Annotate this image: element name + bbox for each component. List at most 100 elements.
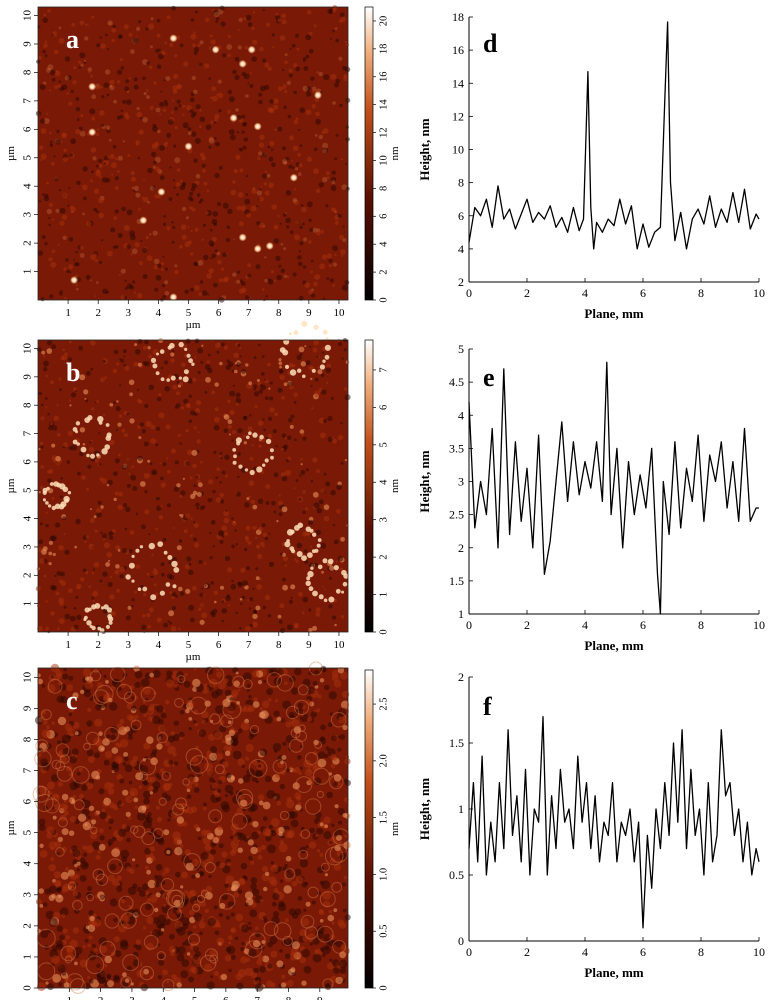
x-tick-label: 4 xyxy=(156,307,162,319)
y-ticks-c: 0 1 2 3 4 5 6 7 8 9 10 xyxy=(22,671,38,991)
afm-ring xyxy=(279,320,331,379)
colorbar-tick-label: 4 xyxy=(378,241,389,247)
colorbar-label: nm xyxy=(389,146,401,161)
colorbar-tick-label: 2.0 xyxy=(378,754,389,767)
colorbar-tick-label: 2 xyxy=(378,269,389,274)
afm-frame-b xyxy=(37,339,349,633)
afm-ring xyxy=(284,522,322,561)
colorbar-tick-label: 4 xyxy=(378,479,389,485)
y-tick-label: 8 xyxy=(22,736,34,742)
x-tick-label: 3 xyxy=(126,307,132,319)
afm-ring xyxy=(125,541,180,601)
afm-ring xyxy=(305,558,349,603)
y-tick-label: 3 xyxy=(22,892,34,898)
x-tick-label: 8 xyxy=(698,945,704,959)
x-tick-label: 5 xyxy=(192,995,198,1000)
y-tick-label: 1 xyxy=(22,269,34,275)
x-axis-label: µm xyxy=(186,319,201,331)
colorbar-tick-label: 8 xyxy=(378,186,389,191)
x-tick-label: 6 xyxy=(223,995,229,1000)
afm-image-a xyxy=(38,7,348,300)
afm-peak xyxy=(169,293,178,302)
y-tick-label: 0 xyxy=(22,985,34,991)
colorbar-c: 0 0.5 1.0 1.5 2.0 2.5 nm xyxy=(364,669,401,991)
x-tick-label: 8 xyxy=(698,286,704,300)
y-tick-label: 1 xyxy=(458,802,464,816)
y-tick-label: 5 xyxy=(22,487,34,493)
colorbar-a: 0 2 4 6 8 10 12 14 16 18 20 nm xyxy=(364,6,401,303)
x-tick-label: 10 xyxy=(333,307,345,319)
y-tick-label: 1 xyxy=(22,954,34,960)
y-tick-label: 6 xyxy=(22,798,34,804)
x-ticks-f: 0 2 4 6 8 10 xyxy=(466,937,765,959)
x-tick-label: 2 xyxy=(95,639,101,651)
colorbar-tick-label: 20 xyxy=(378,16,389,27)
panel-label: b xyxy=(66,358,80,387)
afm-ring xyxy=(232,431,274,476)
x-tick-label: 8 xyxy=(276,307,282,319)
x-axis-label: Plane, mm xyxy=(584,638,643,653)
y-axis-label: Height, nm xyxy=(417,118,432,180)
y-ticks-b: 1 2 3 4 5 6 7 8 9 10 xyxy=(22,343,38,607)
y-tick-label: 2 xyxy=(458,670,464,684)
x-tick-label: 5 xyxy=(186,639,192,651)
y-tick-label: 5 xyxy=(458,342,464,356)
panel-label: d xyxy=(483,29,498,58)
y-tick-label: 1 xyxy=(458,607,464,621)
colorbar-tick-label: 10 xyxy=(378,155,389,166)
y-axis-label: Height, nm xyxy=(417,778,432,840)
colorbar-tick-label: 12 xyxy=(378,127,389,138)
colorbar-tick-label: 0.5 xyxy=(378,925,389,938)
colorbar-tick-label: 18 xyxy=(378,44,389,55)
x-tick-label: 4 xyxy=(161,995,167,1000)
y-tick-label: 12 xyxy=(452,109,464,123)
y-tick-label: 9 xyxy=(22,41,34,47)
y-tick-label: 1 xyxy=(22,601,34,607)
colorbar-tick-label: 1.5 xyxy=(378,811,389,824)
colorbar-tick-label: 0 xyxy=(378,985,389,990)
y-tick-label: 2.5 xyxy=(449,508,464,522)
x-tick-label: 8 xyxy=(276,639,282,651)
y-tick-label: 16 xyxy=(452,43,464,57)
x-tick-label: 1 xyxy=(65,639,71,651)
profile-panel-e: 0 2 4 6 8 10 1 1.5 2 2.5 3 3.5 4 4.5 5 Plane, mm Height,… xyxy=(417,342,765,653)
x-ticks-b: 1 2 3 4 5 6 7 8 9 10 xyxy=(65,632,345,651)
afm-peak xyxy=(253,244,262,253)
colorbar-tick-label: 0 xyxy=(378,629,389,634)
afm-peak xyxy=(88,82,97,91)
y-tick-label: 9 xyxy=(22,705,34,711)
colorbar-tick-label: 1 xyxy=(378,592,389,597)
afm-texture-b xyxy=(35,338,351,635)
x-tick-label: 0 xyxy=(466,945,472,959)
afm-peak xyxy=(238,59,247,68)
y-axis-label: Height, nm xyxy=(417,450,432,512)
y-tick-label: 1.5 xyxy=(449,736,464,750)
afm-peak xyxy=(139,216,148,225)
x-tick-label: 4 xyxy=(156,639,162,651)
y-ticks-a: 1 2 3 4 5 6 7 8 9 10 xyxy=(22,10,38,275)
x-tick-label: 7 xyxy=(254,995,260,1000)
x-tick-label: 8 xyxy=(698,618,704,632)
x-axis-label: Plane, mm xyxy=(584,965,643,980)
colorbar-tick-label: 0 xyxy=(378,297,389,302)
afm-peak xyxy=(265,241,274,250)
x-tick-label: 4 xyxy=(582,286,588,300)
y-tick-label: 4 xyxy=(22,183,34,189)
afm-ring xyxy=(72,415,112,459)
y-ticks-f: 0 0.5 1 1.5 2 xyxy=(449,670,473,948)
afm-peak xyxy=(229,113,238,122)
afm-peak xyxy=(238,233,247,242)
y-tick-label: 2 xyxy=(22,923,34,929)
afm-peak xyxy=(184,142,193,151)
x-tick-label: 10 xyxy=(753,618,765,632)
y-tick-label: 9 xyxy=(22,374,34,380)
x-tick-label: 1 xyxy=(67,995,73,1000)
colorbar-tick-label: 6 xyxy=(378,405,389,410)
x-tick-label: 6 xyxy=(640,286,646,300)
afm-peak xyxy=(289,173,298,182)
x-tick-label: 6 xyxy=(640,945,646,959)
panel-label: e xyxy=(483,363,495,392)
x-tick-label: 6 xyxy=(216,639,222,651)
y-tick-label: 0 xyxy=(458,934,464,948)
